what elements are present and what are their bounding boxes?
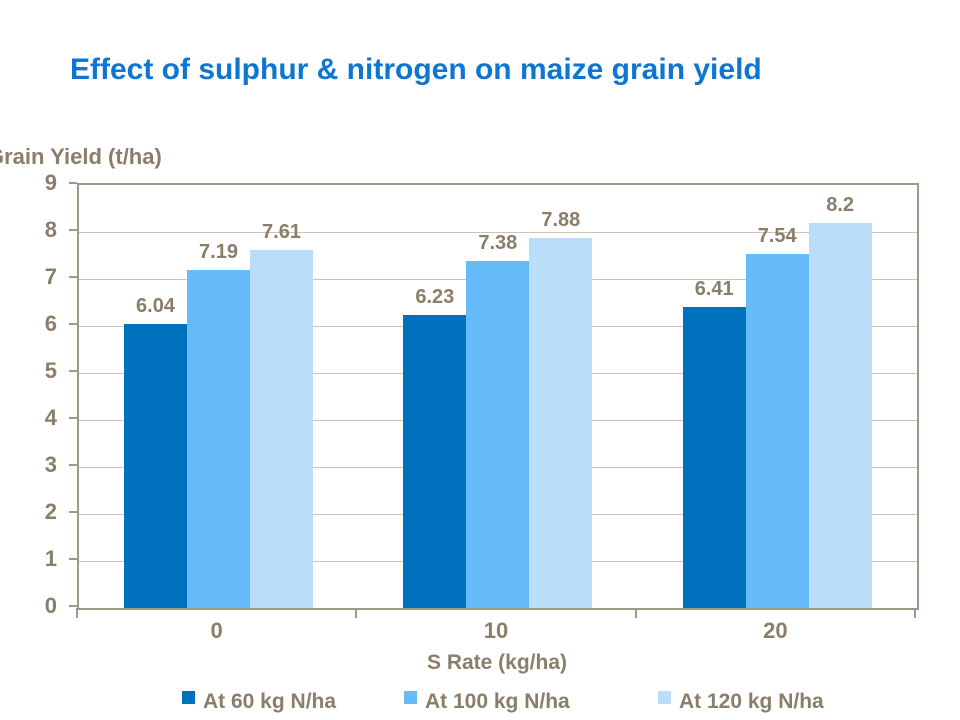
y-tick-mark	[69, 558, 77, 560]
bar-value-label: 6.41	[694, 277, 734, 300]
y-tick-mark	[69, 370, 77, 372]
bar-at-100-kg-n/ha-s20	[745, 253, 809, 608]
legend-color-swatch-icon	[658, 691, 671, 704]
x-tick-label: 20	[763, 618, 788, 643]
bar-at-100-kg-n/ha-s10	[466, 261, 530, 608]
y-tick-label: 7	[44, 264, 57, 289]
x-axis-title: S Rate (kg/ha)	[426, 651, 568, 674]
bar-value-label: 7.54	[757, 224, 797, 247]
y-tick-mark	[69, 417, 77, 419]
legend-label: At 60 kg N/ha	[203, 690, 337, 713]
y-tick-label: 0	[44, 593, 57, 618]
y-tick-label: 4	[44, 405, 57, 430]
bar-value-label: 6.23	[415, 286, 455, 309]
y-tick-label: 3	[44, 452, 57, 477]
y-tick-mark	[69, 464, 77, 466]
y-tick-label: 1	[44, 546, 57, 571]
x-tick-label: 10	[483, 618, 509, 643]
y-tick-label: 8	[44, 217, 57, 242]
x-tick-mark	[76, 608, 78, 618]
y-tick-mark	[69, 229, 77, 231]
bar-at-120-kg-n/ha-s0	[250, 250, 313, 608]
x-tick-mark	[914, 608, 916, 618]
x-tick-mark	[634, 608, 637, 618]
y-tick-label: 5	[44, 358, 57, 383]
legend-color-swatch-icon	[404, 691, 417, 704]
bar-value-label: 7.19	[199, 241, 238, 264]
y-tick-label: 9	[44, 170, 57, 195]
x-tick-label: 0	[210, 618, 223, 643]
y-tick-mark	[69, 182, 77, 184]
legend-item-at-60-kg-n/ha: At 60 kg N/ha	[182, 690, 336, 714]
y-tick-label: 6	[44, 311, 57, 336]
bar-at-60-kg-n/ha-s20	[682, 306, 746, 608]
legend-item-at-100-kg-n/ha: At 100 kg N/ha	[404, 690, 570, 714]
legend-item-at-120-kg-n/ha: At 120 kg N/ha	[658, 690, 824, 714]
bar-at-120-kg-n/ha-s10	[529, 237, 593, 608]
y-tick-mark	[69, 605, 77, 607]
y-tick-mark	[69, 323, 77, 325]
y-axis-title: Grain Yield (t/ha)	[0, 144, 162, 169]
legend-label: At 100 kg N/ha	[425, 690, 570, 713]
y-tick-mark	[69, 276, 77, 278]
bar-at-60-kg-n/ha-s0	[124, 324, 187, 608]
bar-at-60-kg-n/ha-s10	[403, 315, 467, 608]
legend-label: At 120 kg N/ha	[679, 690, 824, 713]
x-tick-mark	[355, 608, 358, 618]
chart-title: Effect of sulphur & nitrogen on maize gr…	[70, 53, 762, 86]
bar-value-label: 8.2	[826, 193, 855, 216]
bar-value-label: 6.04	[136, 295, 175, 318]
bar-at-120-kg-n/ha-s20	[808, 222, 872, 608]
bar-value-label: 7.38	[478, 232, 518, 255]
y-tick-mark	[69, 511, 77, 513]
legend-color-swatch-icon	[182, 691, 195, 704]
plot-area: 6.04 7.19 7.61 6.23 7.38 7.88 6.41 7.54 8.2	[77, 183, 919, 610]
y-tick-label: 2	[44, 499, 57, 524]
bar-value-label: 7.88	[541, 208, 581, 231]
bar-at-100-kg-n/ha-s0	[187, 270, 250, 608]
bar-value-label: 7.61	[262, 221, 301, 244]
gridline	[79, 231, 917, 233]
chart-legend: At 60 kg N/ha At 100 kg N/ha At 120 kg N/h…	[0, 690, 960, 720]
